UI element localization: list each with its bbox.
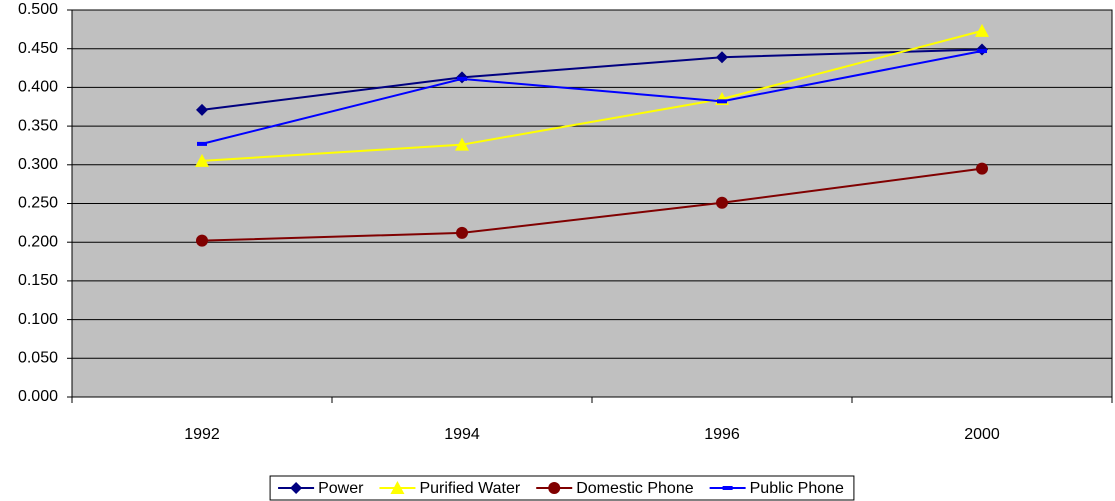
legend-label: Domestic Phone xyxy=(576,480,693,497)
series-line xyxy=(201,48,983,111)
y-tick-label: 0.050 xyxy=(18,350,58,367)
y-tick-label: 0.400 xyxy=(18,79,58,96)
y-tick-label: 0.300 xyxy=(18,156,58,173)
y-tick-label: 0.200 xyxy=(18,233,58,250)
marker xyxy=(716,51,728,64)
legend-label: Purified Water xyxy=(419,480,520,497)
y-tick-label: 0.100 xyxy=(18,311,58,328)
x-tick-label: 1996 xyxy=(704,426,740,443)
marker xyxy=(457,76,467,81)
marker xyxy=(722,486,733,490)
marker xyxy=(195,153,209,167)
marker xyxy=(456,226,468,239)
marker xyxy=(977,49,987,54)
series-line xyxy=(201,167,983,242)
marker xyxy=(197,141,207,146)
legend-label: Power xyxy=(318,480,364,497)
legend-label: Public Phone xyxy=(750,480,844,497)
marker xyxy=(716,196,728,209)
marker xyxy=(196,234,208,247)
y-tick-label: 0.500 xyxy=(18,1,58,18)
y-tick-label: 0.450 xyxy=(18,40,58,57)
y-tick-label: 0.350 xyxy=(18,117,58,134)
marker xyxy=(455,137,469,151)
marker xyxy=(976,162,988,175)
marker xyxy=(196,103,208,116)
y-tick-label: 0.150 xyxy=(18,272,58,289)
marker xyxy=(548,482,561,494)
legend: Power Purified Water Domestic Phone Public … xyxy=(269,475,855,501)
marker xyxy=(975,23,989,37)
x-tick-label: 1994 xyxy=(444,426,480,443)
marker xyxy=(390,481,405,494)
series-line xyxy=(201,29,983,162)
marker xyxy=(717,99,727,104)
x-tick-label: 2000 xyxy=(964,426,1000,443)
marker xyxy=(290,482,303,494)
series-line xyxy=(201,50,983,145)
x-tick-label: 1992 xyxy=(184,426,220,443)
y-tick-label: 0.250 xyxy=(18,195,58,212)
y-tick-label: 0.000 xyxy=(18,388,58,405)
